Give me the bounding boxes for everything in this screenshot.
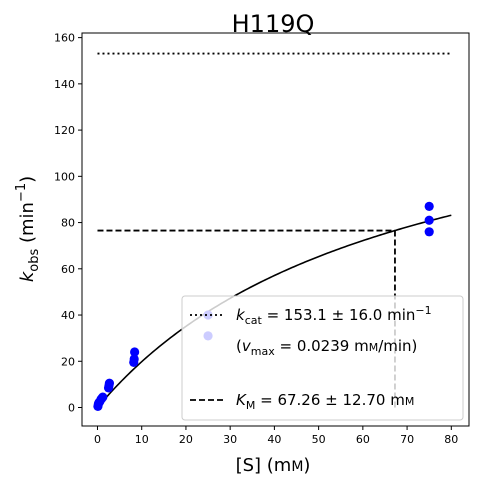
axis-ticks: 0 10 20 30 40 50 60 70 80 0 20 40 60 80 100 120 140 160 (54, 32, 458, 446)
x-tick-label: 30 (223, 433, 237, 446)
legend-km-label: KM = 67.26 ± 12.70 mM (236, 391, 414, 412)
data-point (424, 215, 434, 225)
y-tick-label: 60 (61, 263, 75, 276)
y-tick-label: 80 (61, 217, 75, 230)
x-tick-label: 70 (400, 433, 414, 446)
y-tick-label: 40 (61, 309, 75, 322)
y-tick-label: 0 (68, 402, 75, 415)
plot-area (93, 52, 452, 411)
data-point (98, 392, 108, 402)
fit-curve (96, 214, 452, 409)
x-tick-label: 60 (356, 433, 370, 446)
legend: kcat = 153.1 ± 16.0 min−1 (vmax = 0.0239… (181, 295, 464, 421)
y-axis-label: kobs (min−1) (14, 176, 42, 282)
x-axis-label: [S] (mM) (236, 455, 311, 476)
x-tick-label: 40 (267, 433, 281, 446)
data-point (129, 354, 139, 364)
data-point (104, 378, 115, 388)
y-tick-label: 100 (54, 170, 75, 183)
data-point (424, 201, 434, 211)
legend-box (181, 295, 464, 421)
data-point (424, 227, 434, 237)
y-tick-label: 160 (54, 32, 75, 45)
x-tick-label: 0 (94, 433, 101, 446)
legend-vmax-label: (vmax = 0.0239 mM/min) (236, 337, 417, 358)
plot-frame (81, 32, 470, 427)
x-tick-label: 80 (444, 433, 458, 446)
y-tick-label: 20 (61, 355, 75, 368)
data-point (130, 347, 140, 357)
legend-kcat-label: kcat = 153.1 ± 16.0 min−1 (236, 304, 432, 327)
chart-title: H119Q (232, 10, 315, 38)
x-tick-label: 50 (312, 433, 326, 446)
x-tick-label: 10 (135, 433, 149, 446)
y-tick-label: 140 (54, 78, 75, 91)
x-tick-label: 20 (179, 433, 193, 446)
y-tick-label: 120 (54, 124, 75, 137)
